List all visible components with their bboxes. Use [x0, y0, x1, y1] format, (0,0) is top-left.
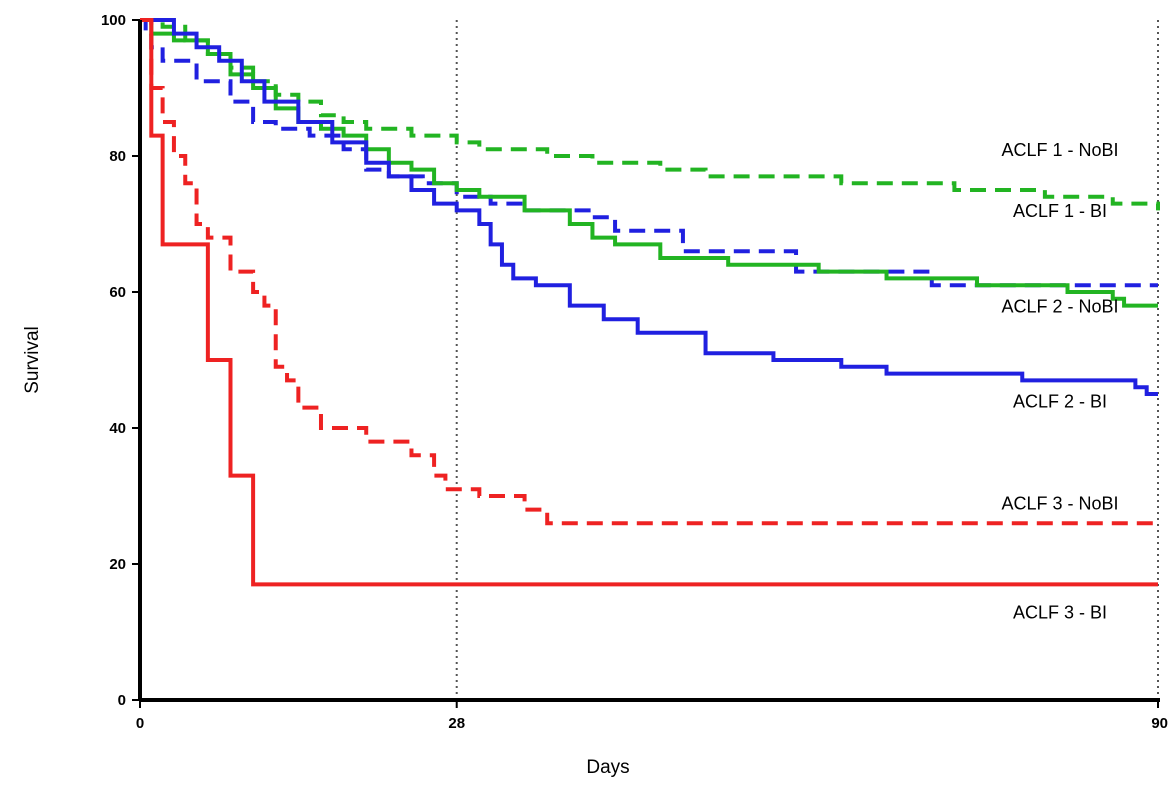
- series-line-aclf-3-nobi: [140, 18, 1158, 526]
- series-label: ACLF 3 - BI: [1013, 602, 1107, 622]
- series-label: ACLF 1 - NoBI: [1001, 140, 1118, 160]
- series-line-aclf-2-nobi: [140, 18, 1158, 308]
- x-axis-title: Days: [586, 757, 629, 778]
- y-axis-title: Survival: [22, 326, 43, 394]
- y-tick-label: 60: [109, 284, 126, 301]
- series-line-aclf-1-nobi: [140, 18, 1160, 211]
- series-label: ACLF 2 - NoBI: [1001, 296, 1118, 316]
- x-tick-label: 28: [448, 715, 465, 732]
- y-tick-label: 100: [101, 12, 126, 29]
- series-line-aclf-3-bi: [140, 18, 1158, 587]
- series-layer: [140, 18, 1160, 587]
- series-label: ACLF 3 - NoBI: [1001, 494, 1118, 514]
- series-label: ACLF 2 - BI: [1013, 392, 1107, 412]
- series-line-aclf-2-bi: [140, 18, 1158, 396]
- x-tick-label: 0: [136, 715, 144, 732]
- y-tick-label: 0: [118, 692, 126, 709]
- axes-layer: [138, 20, 1160, 702]
- series-line-aclf-1-bi: [140, 18, 1158, 288]
- x-tick-label: 90: [1151, 715, 1168, 732]
- y-tick-label: 40: [109, 420, 126, 437]
- series-label: ACLF 1 - BI: [1013, 201, 1107, 221]
- ticks-layer: 0 20 40 60 80 100 0 28 90: [101, 12, 1168, 732]
- series-labels: ACLF 1 - NoBI ACLF 1 - BI ACLF 2 - NoBI ACL…: [1001, 140, 1118, 622]
- y-tick-label: 80: [109, 148, 126, 165]
- y-tick-label: 20: [109, 556, 126, 573]
